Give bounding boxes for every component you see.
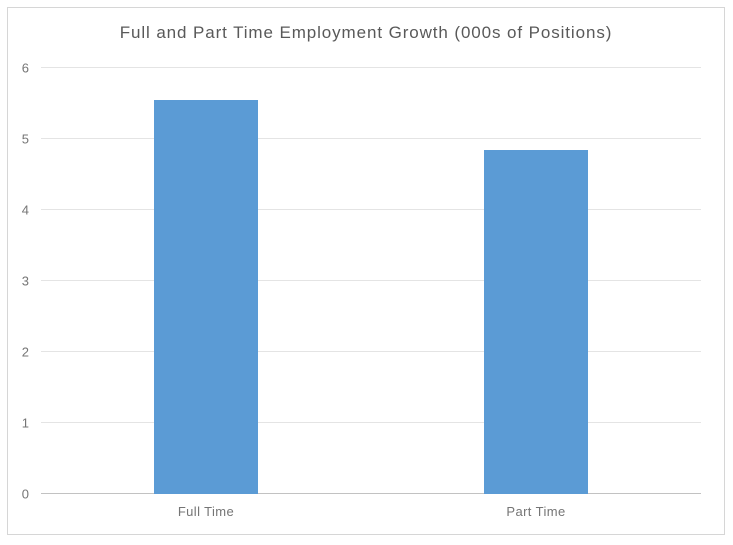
x-category-label-full-time: Full Time xyxy=(177,504,235,519)
x-axis-line xyxy=(41,493,701,494)
y-tick-label: 2 xyxy=(21,344,29,360)
y-tick-label: 6 xyxy=(21,60,29,76)
bar-part-time[interactable] xyxy=(484,149,588,494)
gridline xyxy=(41,67,701,68)
bar-full-time[interactable] xyxy=(154,99,258,494)
gridline xyxy=(41,209,701,211)
chart-frame: Full and Part Time Employment Growth (00… xyxy=(7,7,725,535)
y-tick-label: 5 xyxy=(21,131,29,147)
gridline xyxy=(41,422,701,424)
gridline xyxy=(41,351,701,353)
x-category-label-part-time: Part Time xyxy=(506,504,566,519)
y-tick-label: 4 xyxy=(21,202,29,218)
y-tick-label: 3 xyxy=(21,273,29,289)
y-tick-label: 0 xyxy=(21,486,29,502)
gridline xyxy=(41,138,701,139)
plot-area: 0 1 2 3 4 5 6 Full Time Part Time xyxy=(22,62,701,519)
gridline xyxy=(41,280,701,281)
y-tick-label: 1 xyxy=(21,415,29,431)
chart-title: Full and Part Time Employment Growth (00… xyxy=(119,23,613,42)
